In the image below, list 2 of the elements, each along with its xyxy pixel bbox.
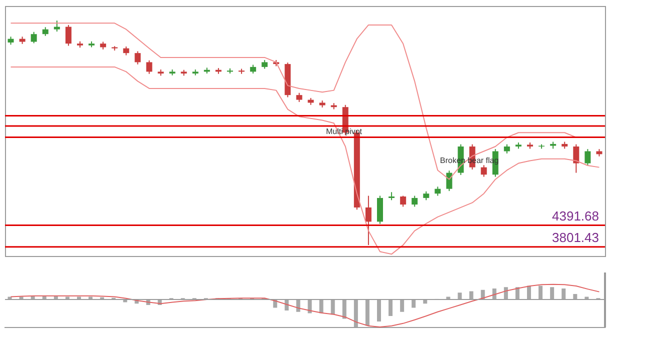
ref-line-label: 4391.68: [552, 208, 599, 224]
ref-line-label: 3801.43: [552, 230, 599, 245]
